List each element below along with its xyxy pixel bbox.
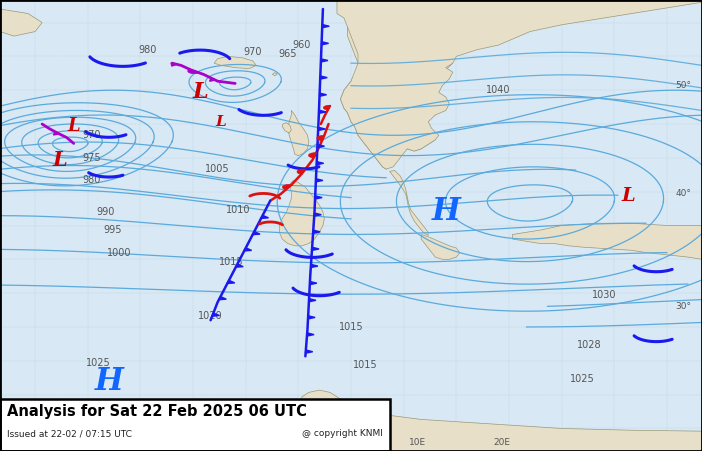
Polygon shape	[320, 76, 327, 79]
Text: 1015: 1015	[352, 360, 378, 370]
Polygon shape	[272, 73, 277, 76]
Text: Issued at 22-02 / 07:15 UTC: Issued at 22-02 / 07:15 UTC	[7, 429, 132, 438]
Text: 1040: 1040	[486, 85, 510, 95]
Text: 1005: 1005	[205, 164, 230, 174]
Text: H: H	[431, 197, 461, 227]
Polygon shape	[235, 264, 243, 267]
Polygon shape	[317, 135, 325, 141]
Polygon shape	[340, 0, 442, 169]
Polygon shape	[318, 127, 325, 130]
Text: 960: 960	[293, 40, 311, 50]
Polygon shape	[244, 248, 251, 251]
Polygon shape	[421, 235, 460, 259]
Text: H: H	[94, 366, 124, 396]
Polygon shape	[227, 281, 234, 284]
Polygon shape	[53, 132, 60, 135]
Text: 1030: 1030	[592, 290, 616, 300]
Text: 1025: 1025	[86, 358, 111, 368]
Text: 20E: 20E	[494, 438, 510, 447]
Text: Analysis for Sat 22 Feb 2025 06 UTC: Analysis for Sat 22 Feb 2025 06 UTC	[7, 404, 307, 419]
Text: 1025: 1025	[570, 374, 595, 384]
Polygon shape	[307, 333, 314, 336]
Polygon shape	[317, 144, 324, 147]
Polygon shape	[187, 70, 199, 74]
Polygon shape	[218, 297, 226, 300]
Polygon shape	[279, 180, 324, 246]
Text: 1015: 1015	[219, 257, 244, 267]
Polygon shape	[214, 56, 256, 69]
Text: 990: 990	[96, 207, 114, 217]
Polygon shape	[309, 299, 316, 302]
Text: @ copyright KNMI: @ copyright KNMI	[302, 429, 383, 438]
FancyBboxPatch shape	[0, 399, 390, 451]
Polygon shape	[288, 110, 309, 156]
Text: 970: 970	[82, 130, 100, 140]
Polygon shape	[383, 120, 397, 129]
Text: L: L	[192, 82, 208, 103]
Text: 30°: 30°	[675, 302, 691, 311]
Polygon shape	[322, 41, 329, 45]
Text: 965: 965	[279, 49, 297, 59]
Polygon shape	[324, 106, 331, 110]
Text: 980: 980	[82, 175, 100, 185]
Text: 995: 995	[103, 225, 121, 235]
Polygon shape	[512, 223, 702, 259]
Polygon shape	[311, 264, 318, 267]
Text: 970: 970	[244, 47, 262, 57]
Polygon shape	[321, 59, 328, 62]
Text: L: L	[67, 117, 80, 135]
Polygon shape	[319, 93, 326, 96]
Text: 975: 975	[82, 153, 100, 163]
Polygon shape	[316, 179, 323, 182]
Polygon shape	[411, 90, 439, 115]
Polygon shape	[337, 0, 702, 169]
Text: L: L	[53, 150, 67, 170]
Text: 980: 980	[138, 45, 157, 55]
Text: 1000: 1000	[107, 248, 131, 258]
Polygon shape	[302, 390, 702, 451]
Polygon shape	[282, 123, 291, 133]
Text: L: L	[216, 115, 227, 129]
Polygon shape	[297, 169, 306, 174]
Polygon shape	[317, 161, 324, 165]
Polygon shape	[312, 247, 319, 250]
Polygon shape	[252, 232, 260, 235]
Polygon shape	[314, 213, 322, 216]
Polygon shape	[308, 316, 315, 319]
Text: 1028: 1028	[577, 340, 602, 350]
Polygon shape	[210, 78, 216, 81]
Polygon shape	[310, 281, 317, 285]
Text: 1020: 1020	[198, 311, 223, 321]
Text: L: L	[621, 187, 635, 205]
Polygon shape	[0, 9, 42, 36]
Polygon shape	[315, 196, 322, 199]
Polygon shape	[322, 24, 329, 28]
Text: 40°: 40°	[675, 189, 691, 198]
Polygon shape	[282, 184, 293, 189]
Polygon shape	[390, 170, 428, 235]
Polygon shape	[309, 153, 317, 158]
Polygon shape	[260, 216, 268, 218]
Text: 1015: 1015	[338, 322, 364, 332]
Text: 50°: 50°	[675, 81, 691, 90]
Polygon shape	[393, 52, 453, 72]
Text: 10E: 10E	[409, 438, 426, 447]
Polygon shape	[305, 350, 313, 353]
Text: 0E: 0E	[328, 438, 339, 447]
Text: 1010: 1010	[227, 205, 251, 215]
Polygon shape	[171, 63, 177, 66]
Polygon shape	[319, 110, 326, 113]
Polygon shape	[313, 230, 320, 233]
Polygon shape	[212, 313, 220, 316]
